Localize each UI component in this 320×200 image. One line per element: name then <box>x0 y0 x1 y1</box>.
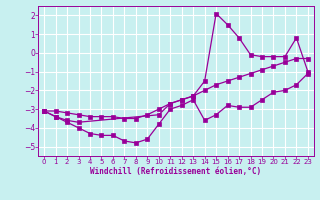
X-axis label: Windchill (Refroidissement éolien,°C): Windchill (Refroidissement éolien,°C) <box>91 167 261 176</box>
